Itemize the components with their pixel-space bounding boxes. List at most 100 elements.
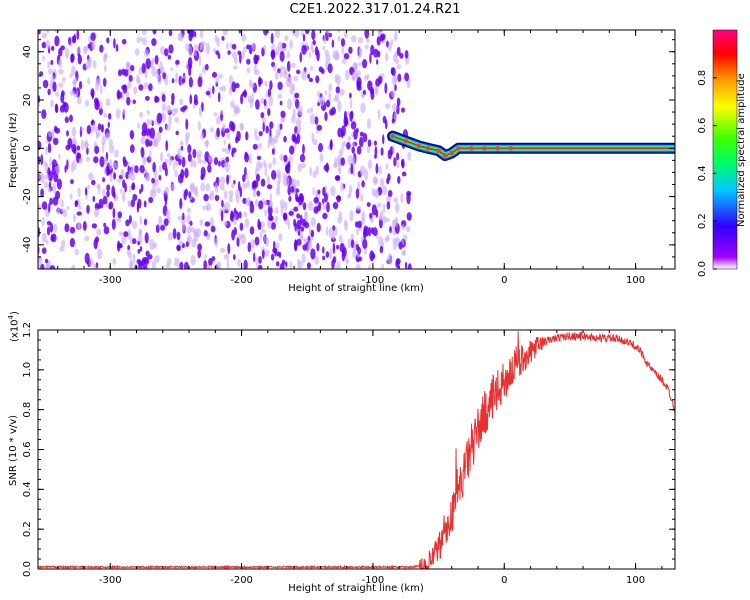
noise-mark [329, 109, 334, 116]
noise-mark [193, 31, 197, 38]
noise-mark [111, 218, 116, 230]
spectrogram-signal-track [387, 130, 675, 161]
noise-mark [127, 229, 131, 240]
noise-mark [226, 259, 230, 269]
noise-mark [125, 61, 129, 68]
noise-mark [131, 182, 136, 191]
noise-mark [190, 254, 196, 266]
noise-mark [80, 139, 85, 151]
noise-mark [270, 253, 275, 261]
noise-mark [163, 218, 169, 227]
noise-mark [174, 117, 180, 123]
noise-mark [394, 203, 400, 213]
noise-mark [96, 77, 101, 87]
noise-mark [394, 74, 397, 83]
noise-mark [248, 153, 252, 164]
noise-mark [325, 99, 331, 108]
x-tick-label: 0 [501, 275, 507, 286]
noise-mark [184, 167, 189, 179]
noise-mark [382, 203, 386, 214]
noise-mark [46, 226, 51, 236]
noise-mark [284, 67, 288, 77]
noise-mark [301, 70, 307, 81]
noise-mark [204, 221, 211, 227]
noise-mark [357, 220, 362, 229]
noise-mark [228, 195, 233, 203]
noise-mark [341, 58, 347, 65]
noise-mark [46, 30, 50, 34]
noise-mark [161, 103, 167, 112]
noise-mark [170, 67, 173, 72]
noise-mark [181, 156, 186, 168]
noise-mark [104, 132, 111, 140]
noise-mark [332, 256, 337, 264]
noise-mark [374, 154, 377, 159]
noise-mark [40, 173, 45, 184]
noise-mark [69, 73, 73, 78]
noise-mark [391, 118, 395, 124]
noise-mark [280, 116, 284, 123]
noise-mark [334, 226, 338, 236]
noise-mark [268, 213, 273, 221]
snr-y-axis-label: SNR (10 * v/v) [8, 414, 19, 486]
noise-mark [203, 193, 209, 202]
noise-mark [329, 141, 333, 149]
noise-mark [299, 52, 303, 63]
noise-mark [64, 165, 67, 173]
noise-mark [48, 170, 53, 182]
noise-mark [355, 263, 361, 269]
noise-mark [106, 184, 111, 191]
noise-mark [356, 70, 361, 78]
noise-mark [103, 226, 110, 235]
noise-mark [116, 216, 119, 222]
noise-mark [63, 102, 69, 113]
noise-mark [347, 154, 354, 166]
noise-mark [312, 39, 317, 46]
noise-mark [47, 68, 53, 75]
noise-mark [167, 232, 173, 241]
noise-mark [40, 154, 44, 166]
y-tick-label: 1.0 [22, 362, 33, 378]
noise-mark [343, 53, 350, 60]
noise-mark [286, 76, 292, 82]
noise-mark [94, 145, 100, 155]
noise-mark [219, 247, 226, 254]
colorbar-tick-label: 0.0 [697, 261, 708, 277]
noise-mark [241, 91, 247, 97]
noise-mark [164, 186, 170, 195]
noise-mark [60, 93, 65, 104]
noise-mark [307, 73, 310, 79]
noise-mark [337, 35, 341, 42]
noise-mark [55, 91, 60, 97]
noise-mark [128, 75, 133, 82]
noise-mark [156, 112, 163, 124]
noise-mark [166, 258, 172, 265]
noise-mark [223, 139, 226, 145]
noise-mark [176, 231, 181, 241]
noise-mark [313, 196, 319, 204]
noise-mark [126, 96, 131, 106]
noise-mark [154, 255, 160, 263]
noise-mark [291, 62, 296, 68]
noise-mark [335, 175, 340, 181]
noise-mark [83, 46, 88, 55]
noise-mark [175, 59, 180, 65]
noise-mark [106, 37, 110, 44]
noise-mark [400, 192, 404, 204]
noise-mark [119, 231, 124, 237]
noise-mark [239, 222, 244, 231]
x-tick-label: 0 [501, 575, 507, 586]
noise-mark [117, 243, 123, 249]
noise-mark [334, 53, 340, 61]
noise-mark [364, 44, 369, 50]
noise-mark [76, 96, 82, 105]
noise-mark [197, 76, 203, 88]
noise-mark [352, 61, 358, 70]
noise-mark [274, 30, 281, 39]
noise-mark [139, 165, 145, 173]
noise-mark [38, 264, 41, 269]
noise-mark [94, 207, 100, 218]
noise-mark [314, 116, 319, 125]
noise-mark [387, 149, 392, 160]
noise-mark [401, 158, 405, 169]
